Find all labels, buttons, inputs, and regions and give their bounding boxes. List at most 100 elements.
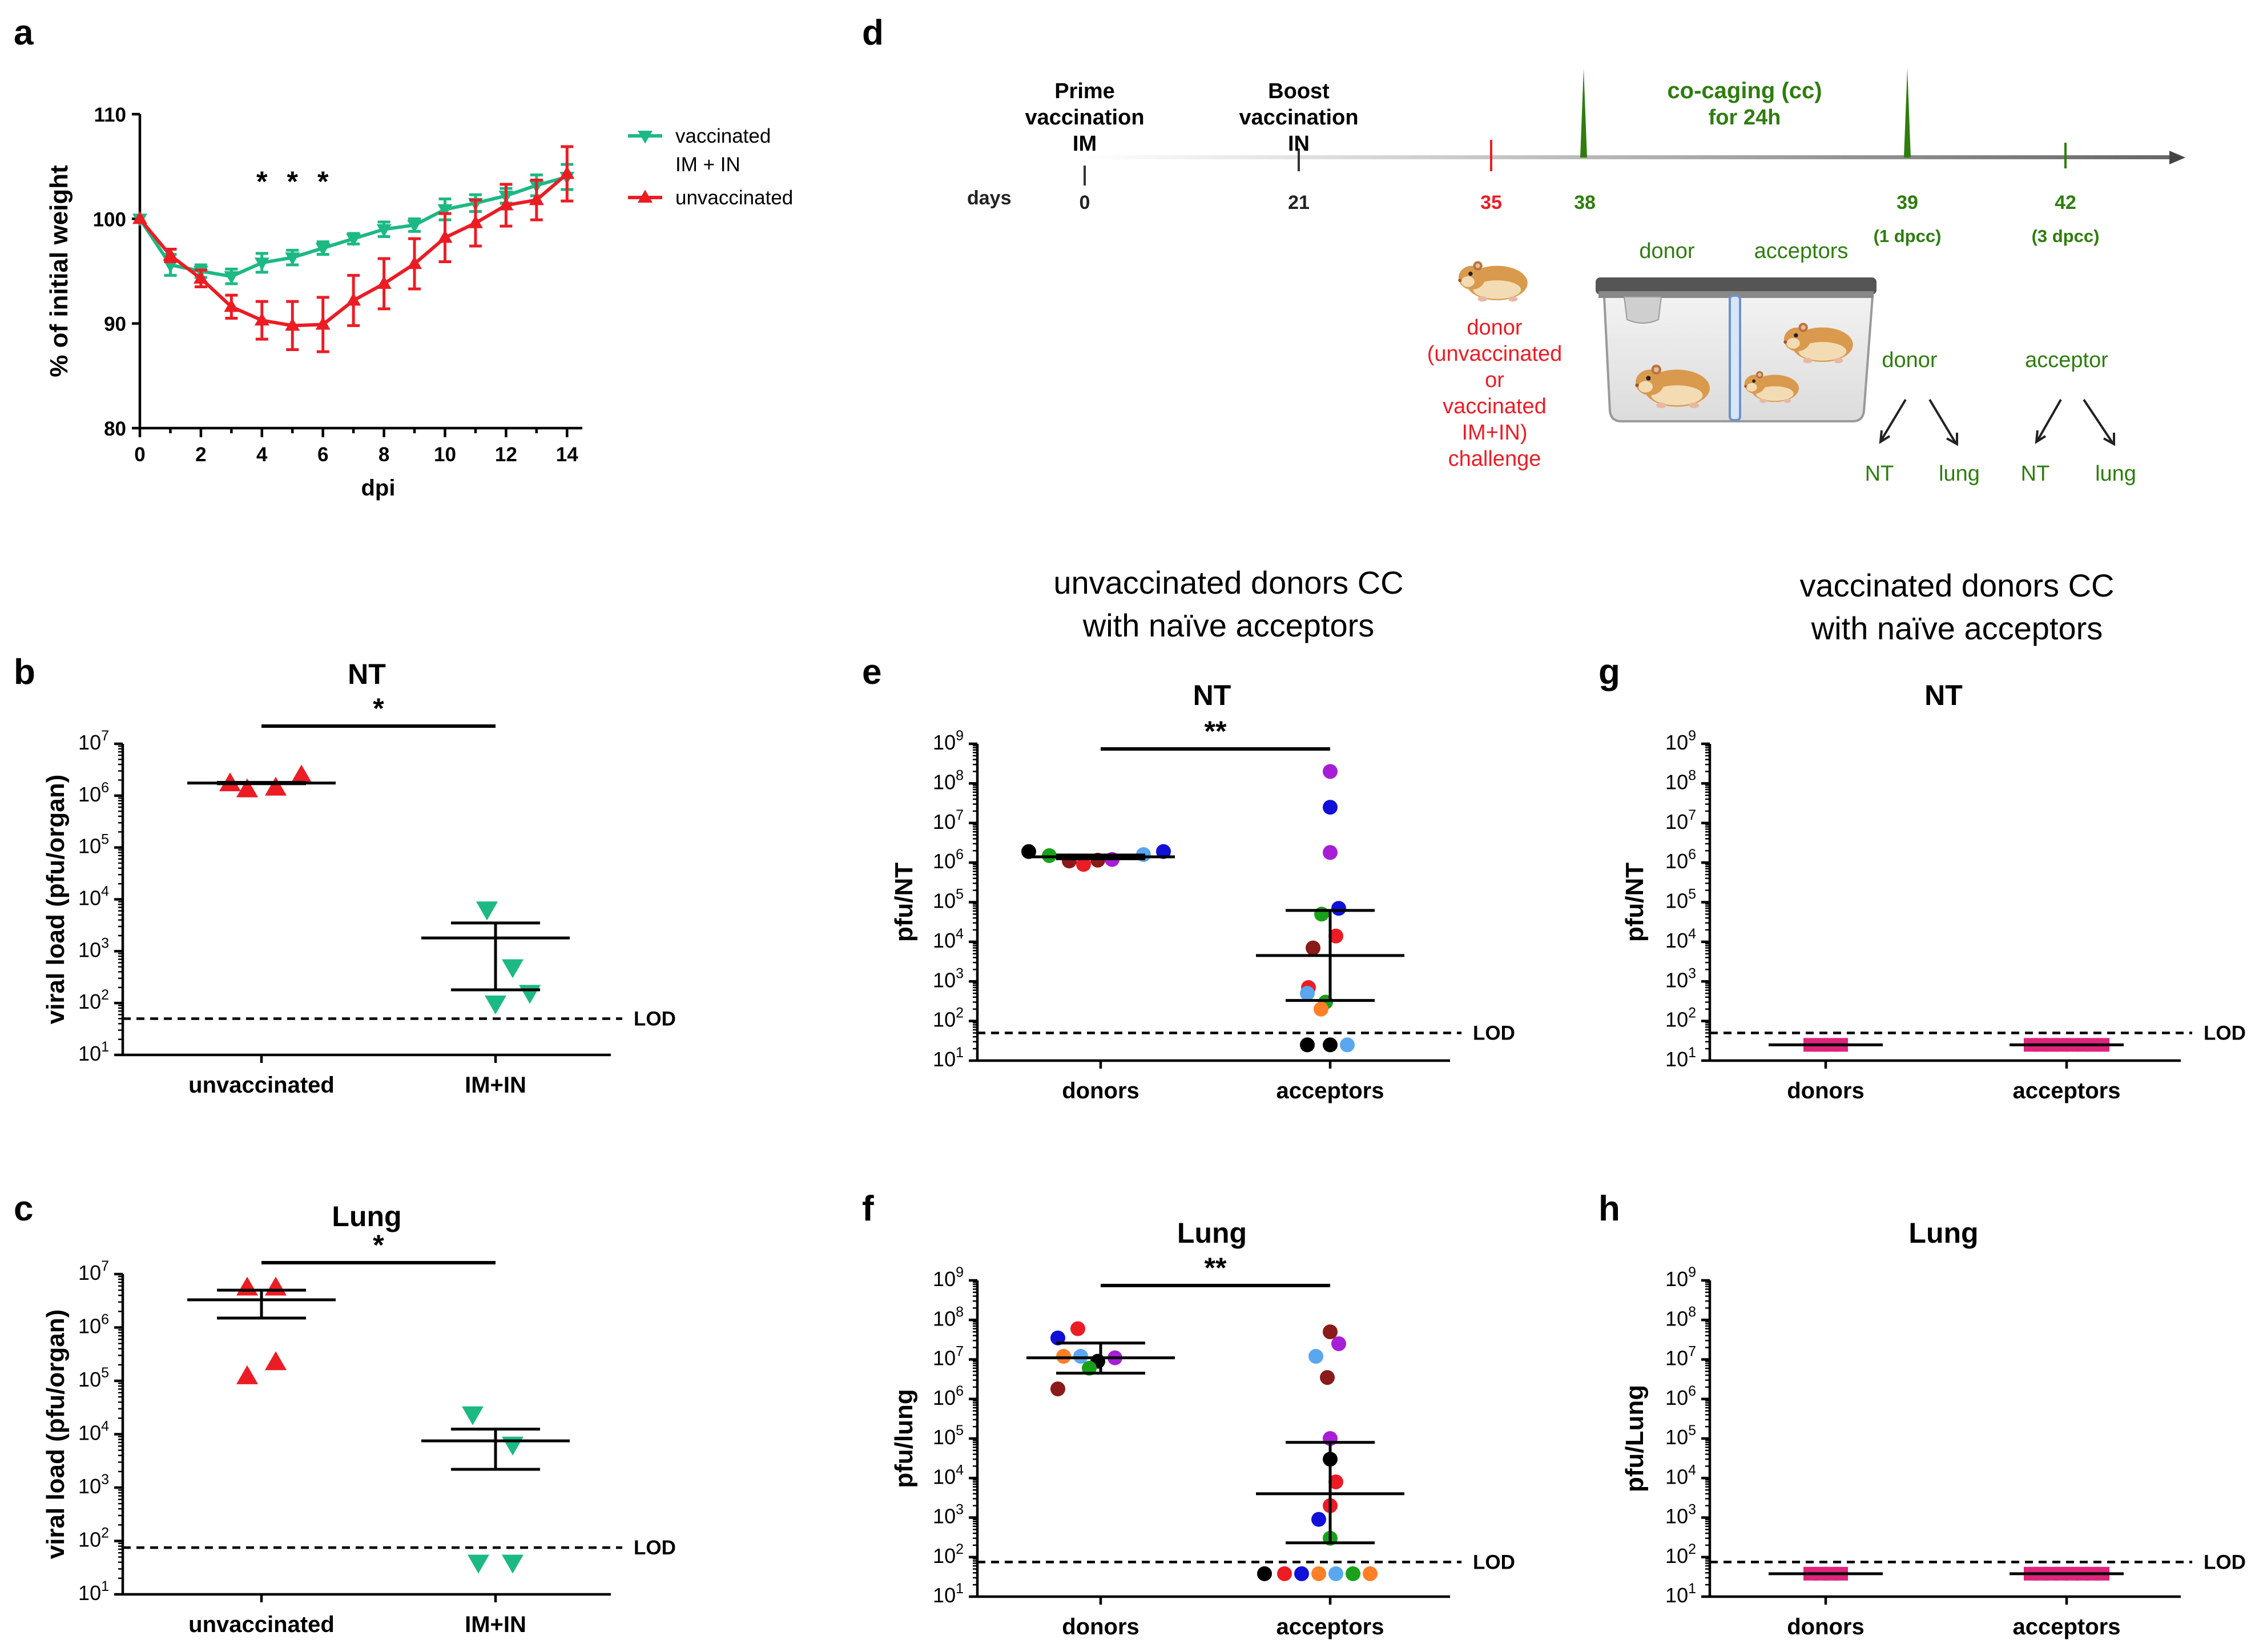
y-tick-label: 103: [1665, 965, 1696, 992]
leaf-nt-donor: NT: [1865, 462, 1894, 486]
y-tick-exponent: 1: [101, 1039, 109, 1055]
x-category-label: unvaccinated: [188, 1612, 335, 1637]
lod-label: LOD: [2204, 1551, 2246, 1573]
boost-label-1: Boost: [1268, 79, 1330, 103]
data-point: [265, 776, 287, 796]
y-tick-exponent: 3: [1688, 965, 1696, 981]
panel-letter-c: c: [14, 1189, 33, 1228]
data-point: [485, 995, 506, 1015]
data-point: [1328, 1474, 1343, 1489]
x-category-label: acceptors: [1277, 1614, 1384, 1639]
data-point: [1050, 1381, 1065, 1397]
data-point: [315, 243, 331, 256]
data-point: [1277, 1566, 1292, 1581]
challenge-text-3: or: [1485, 368, 1504, 392]
header-unvaccinated-line1: unvaccinated donors CC: [1053, 565, 1403, 601]
y-tick-label: 101: [933, 1581, 964, 1607]
day-42: 42: [2055, 192, 2076, 213]
data-point: [1323, 845, 1338, 860]
y-tick-exponent: 3: [956, 965, 964, 981]
y-tick-label: 108: [933, 1304, 964, 1330]
data-point: [236, 1365, 258, 1384]
challenge-text-5: IM+IN): [1461, 421, 1527, 445]
challenge-text-2: (unvaccinated: [1427, 342, 1563, 366]
data-point: [407, 256, 422, 269]
y-tick-exponent: 1: [956, 1045, 964, 1061]
y-tick-label: 104: [78, 884, 109, 910]
y-tick-label: 103: [78, 935, 109, 961]
panel-h-lung-chart: 101 102 103 104 105 106 107 108 109 Lung pfu/Lung d…: [1621, 1217, 2246, 1639]
y-tick-label: 102: [933, 1541, 964, 1568]
data-point: [1314, 1001, 1328, 1017]
day-21: 21: [1288, 192, 1310, 213]
legend-label: IM + IN: [675, 154, 740, 176]
tick-day-38: [1580, 69, 1587, 158]
leaf-lung-acceptor: lung: [2095, 462, 2136, 486]
data-point: [1323, 1037, 1338, 1053]
y-tick-label: 103: [1665, 1502, 1696, 1528]
y-tick-label: 110: [94, 104, 126, 126]
data-point: [502, 1554, 524, 1574]
x-category-label: donors: [1787, 1078, 1865, 1103]
y-tick-exponent: 4: [101, 884, 109, 900]
data-point: [437, 229, 453, 243]
leaf-lung-donor: lung: [1939, 462, 1980, 486]
y-tick-exponent: 9: [1688, 728, 1696, 744]
data-point: [1156, 844, 1171, 859]
y-axis-label: pfu/NT: [890, 863, 918, 942]
y-tick-exponent: 1: [1688, 1045, 1696, 1061]
y-tick-label: 90: [104, 313, 126, 336]
cage-acceptors-label: acceptors: [1754, 239, 1849, 263]
day-0: 0: [1080, 192, 1090, 213]
y-tick-exponent: 7: [956, 807, 964, 823]
y-tick-label: 107: [78, 1258, 109, 1284]
y-tick-label: 101: [1665, 1581, 1696, 1607]
y-tick-label: 102: [78, 987, 109, 1013]
significance-star: *: [256, 166, 268, 198]
legend-marker: [638, 190, 653, 203]
y-tick-exponent: 6: [101, 780, 109, 796]
y-tick-label: 106: [933, 1383, 964, 1409]
y-tick-label: 103: [933, 965, 964, 992]
data-point: [224, 299, 239, 312]
y-tick-exponent: 7: [1688, 807, 1696, 823]
y-tick-exponent: 9: [1688, 1264, 1696, 1280]
y-tick-label: 104: [933, 926, 964, 952]
panel-c-lung-chart: 101 102 103 104 105 106 107 Lung viral load (pfu…: [42, 1200, 676, 1637]
panel-letter-a: a: [14, 13, 34, 53]
lod-label: LOD: [634, 1008, 676, 1030]
branch-acceptor-label: acceptor: [2025, 348, 2108, 372]
data-point: [498, 197, 514, 211]
y-tick-label: 106: [1665, 847, 1696, 873]
data-point: [468, 1554, 489, 1574]
panel-a-weight-chart: 80 90 100 110 0 2 4 6 8 10 12 14 dpi % of initial wei…: [45, 104, 793, 501]
data-point: [236, 778, 258, 797]
y-tick-label: 108: [1665, 1304, 1696, 1330]
tick-day-39: [1904, 69, 1911, 158]
y-tick-exponent: 8: [1688, 1304, 1696, 1320]
y-tick-exponent: 6: [956, 1383, 964, 1399]
data-point: [502, 959, 524, 978]
y-tick-exponent: 4: [956, 926, 964, 942]
data-point: [468, 215, 483, 228]
header-unvaccinated-line2: with naïve acceptors: [1082, 607, 1374, 643]
timeline-arrowhead: [2169, 151, 2185, 164]
challenge-text-6: challenge: [1448, 447, 1541, 471]
data-point: [265, 1351, 287, 1371]
y-tick-label: 101: [78, 1578, 109, 1605]
panel-g-nt-chart: 101 102 103 104 105 106 107 108 109 NT pfu/NT donor…: [1621, 679, 2246, 1103]
y-tick-exponent: 2: [101, 1525, 109, 1541]
panel-letter-e: e: [862, 652, 881, 692]
y-tick-exponent: 6: [1688, 847, 1696, 863]
x-category-label: donors: [1787, 1614, 1865, 1639]
header-vaccinated-line1: vaccinated donors CC: [1800, 567, 2115, 603]
panel-letter-f: f: [862, 1189, 874, 1228]
data-point: [315, 316, 331, 330]
y-tick-label: 107: [933, 1344, 964, 1370]
y-tick-label: 109: [933, 1264, 964, 1291]
x-category-label: unvaccinated: [188, 1073, 335, 1098]
y-tick-exponent: 4: [956, 1462, 964, 1478]
data-point: [346, 292, 361, 306]
data-point: [1073, 1349, 1088, 1364]
